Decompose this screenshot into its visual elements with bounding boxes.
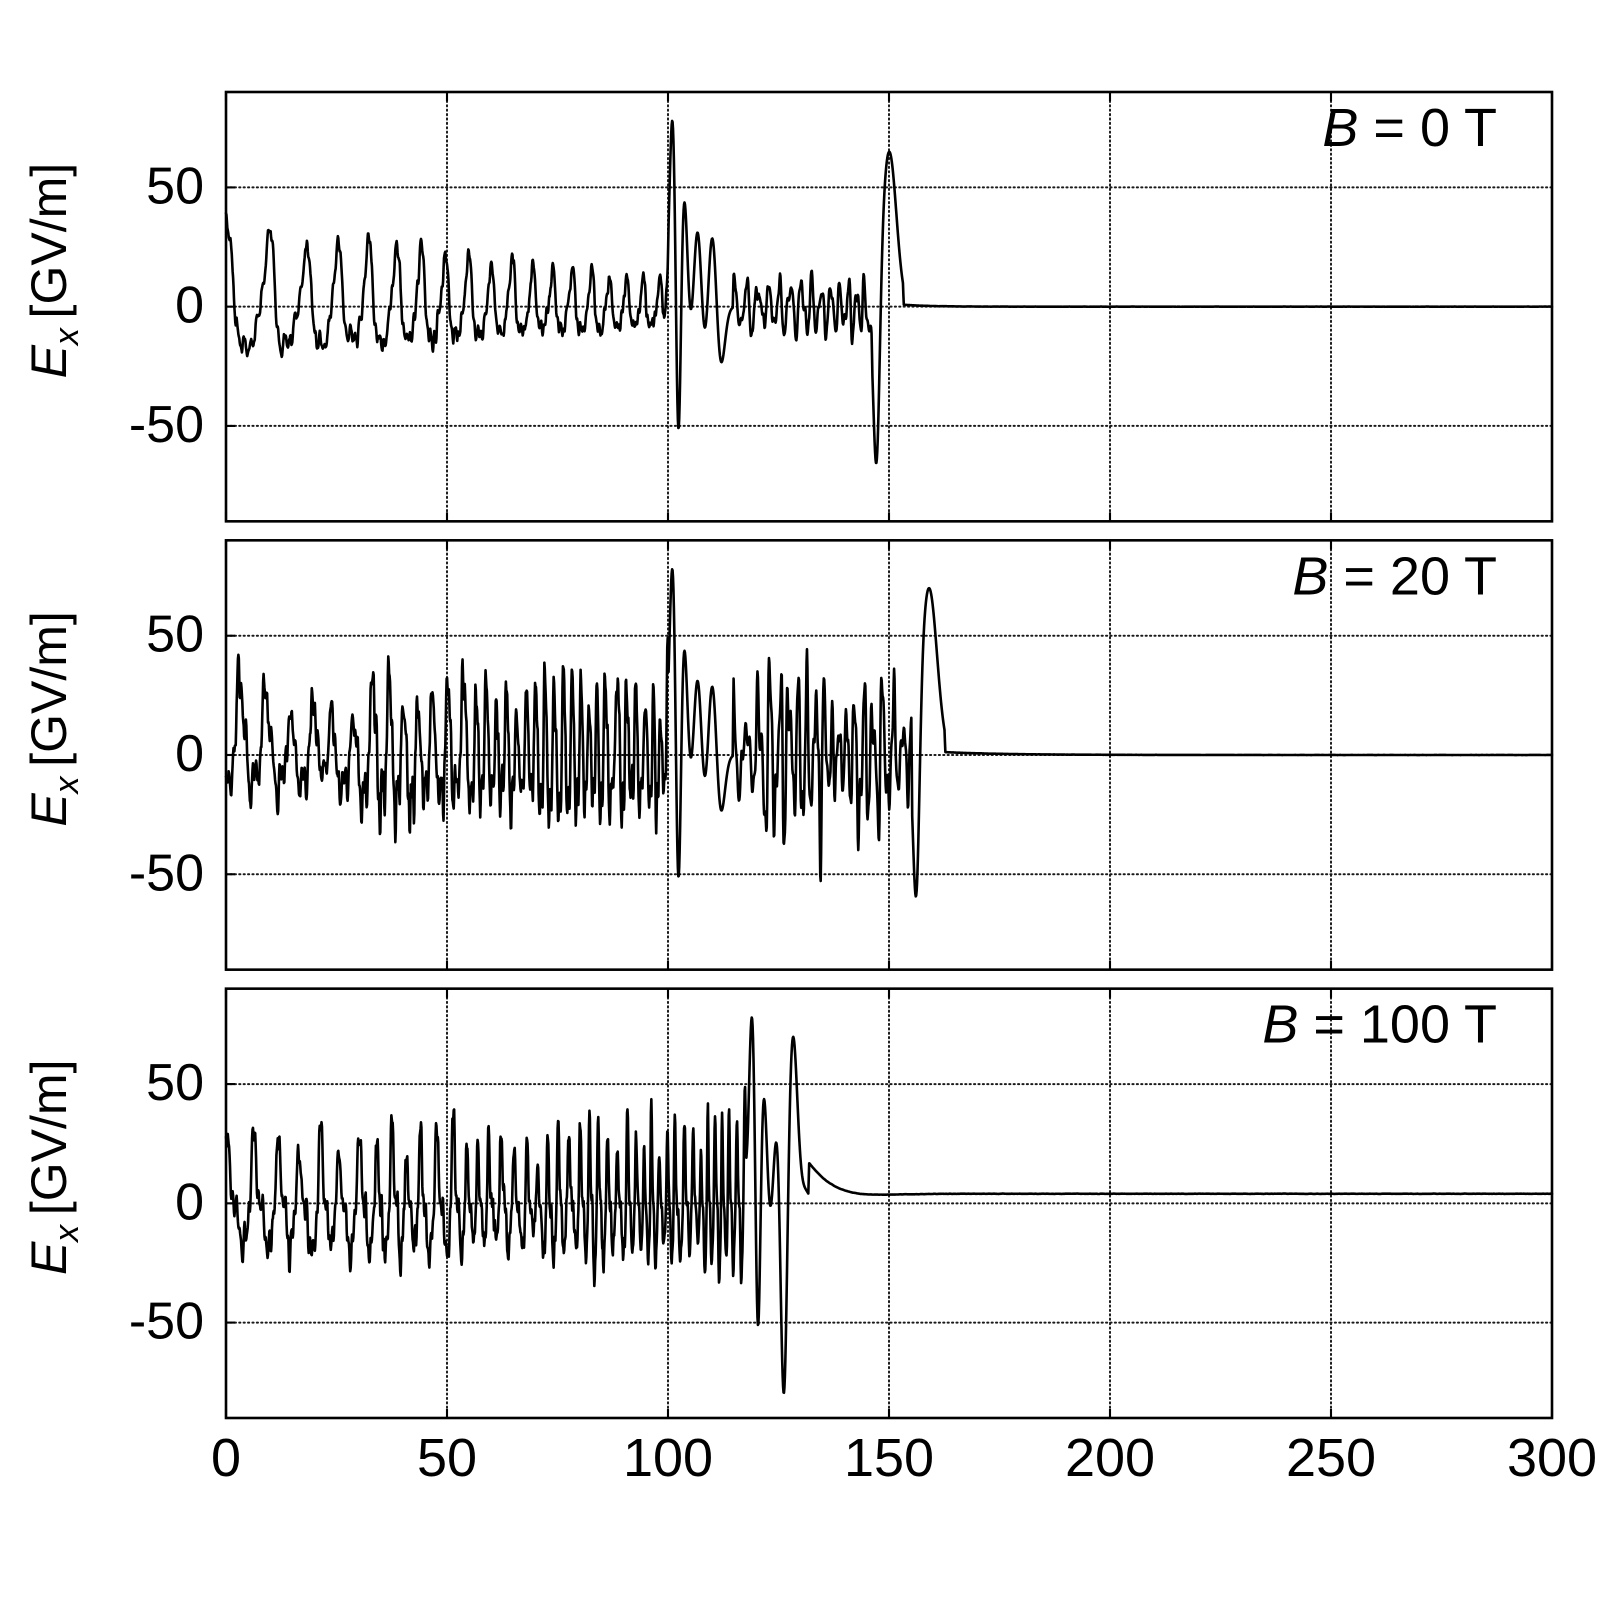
svg-text:-50: -50 xyxy=(129,844,204,902)
svg-text:250: 250 xyxy=(1286,1428,1376,1488)
svg-text:0: 0 xyxy=(175,1173,204,1231)
svg-text:150: 150 xyxy=(844,1428,934,1488)
svg-text:0: 0 xyxy=(211,1428,241,1488)
svg-text:[GV/m]: [GV/m] xyxy=(21,163,77,319)
svg-text:x: x xyxy=(48,775,86,795)
svg-text:50: 50 xyxy=(146,1054,204,1112)
svg-text:E: E xyxy=(21,1241,77,1275)
svg-text:0: 0 xyxy=(175,277,204,335)
svg-text:x: x xyxy=(48,327,86,347)
svg-text:B = 0 T: B = 0 T xyxy=(1322,98,1497,158)
svg-text:50: 50 xyxy=(417,1428,477,1488)
svg-text:E: E xyxy=(21,793,77,827)
svg-text:E: E xyxy=(21,344,77,378)
svg-text:200: 200 xyxy=(1065,1428,1155,1488)
svg-text:-50: -50 xyxy=(129,396,204,454)
svg-text:50: 50 xyxy=(146,606,204,664)
svg-text:0: 0 xyxy=(175,725,204,783)
svg-text:50: 50 xyxy=(146,157,204,215)
svg-text:B = 100 T: B = 100 T xyxy=(1262,995,1497,1055)
svg-text:x: x xyxy=(48,1224,86,1244)
svg-text:[GV/m]: [GV/m] xyxy=(21,1060,77,1216)
svg-text:B = 20 T: B = 20 T xyxy=(1292,546,1497,606)
svg-text:100: 100 xyxy=(623,1428,713,1488)
svg-text:300: 300 xyxy=(1507,1428,1597,1488)
svg-text:-50: -50 xyxy=(129,1293,204,1351)
svg-text:[GV/m]: [GV/m] xyxy=(21,611,77,767)
